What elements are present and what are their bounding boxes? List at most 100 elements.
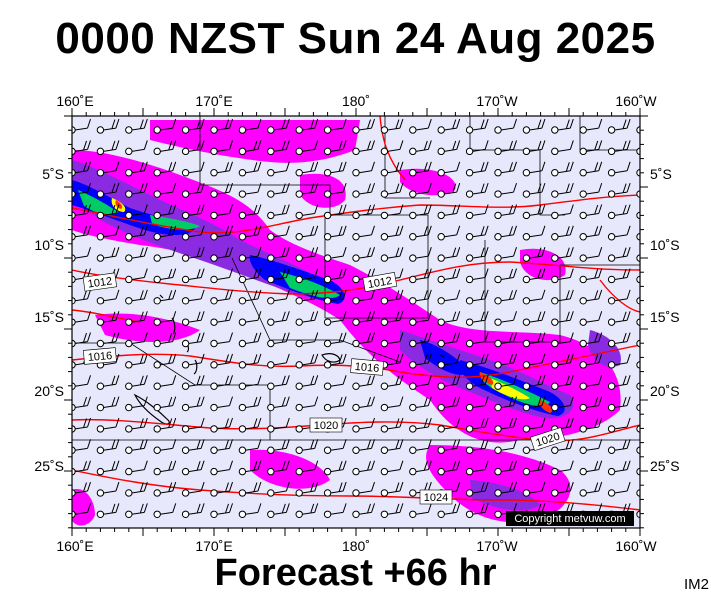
wind-barb	[96, 289, 120, 305]
lat-label: 20˚S	[650, 383, 680, 399]
wind-barb	[465, 460, 489, 476]
wind-barb	[181, 332, 205, 348]
wind-barb	[465, 140, 489, 156]
wind-barb	[551, 439, 574, 454]
wind-barb	[437, 353, 461, 369]
wind-barb	[323, 204, 347, 220]
wind-barb	[210, 375, 233, 390]
wind-barb	[380, 204, 404, 220]
wind-barb	[96, 481, 120, 497]
wind-barb	[380, 503, 404, 518]
wind-barb	[607, 225, 631, 241]
wind-barb	[267, 204, 290, 220]
wind-barb	[579, 460, 603, 476]
wind-barb	[153, 503, 177, 518]
wind-barb	[551, 332, 574, 348]
wind-barb	[267, 289, 290, 305]
wind-barb	[409, 503, 432, 518]
wind-barb	[494, 375, 517, 390]
wind-barb	[323, 247, 347, 262]
wind-barb	[551, 225, 574, 241]
wind-barb	[181, 460, 205, 476]
wind-barb	[465, 503, 489, 518]
wind-barb	[352, 481, 375, 497]
wind-barb	[153, 460, 177, 476]
wind-barb	[437, 118, 461, 134]
wind-barb	[323, 481, 347, 497]
wind-barb	[210, 332, 233, 348]
wind-barb	[125, 503, 148, 518]
wind-barb	[238, 481, 262, 497]
wind-barb	[295, 375, 319, 390]
wind-barb	[380, 311, 404, 326]
wind-barb	[522, 140, 546, 156]
wind-barb	[494, 311, 517, 326]
wind-barb	[579, 289, 603, 305]
wind-barb	[522, 311, 546, 326]
wind-barb	[181, 417, 205, 433]
wind-barb	[551, 353, 574, 369]
wind-barb	[295, 140, 319, 156]
wind-barb	[607, 204, 631, 220]
wind-barb	[579, 396, 603, 412]
wind-barb	[210, 268, 233, 284]
wind-barb	[494, 353, 517, 369]
wind-barb	[409, 289, 432, 305]
wind-barb	[267, 396, 290, 412]
wind-barb	[437, 396, 461, 412]
wind-barb	[437, 268, 461, 284]
wind-barb	[409, 182, 432, 198]
wind-barb	[409, 268, 432, 284]
wind-barb	[238, 161, 262, 177]
forecast-label: Forecast +66 hr	[214, 552, 497, 594]
wind-barb	[153, 118, 177, 134]
wind-barb	[125, 161, 148, 177]
wind-barb	[323, 332, 347, 348]
wind-barb	[267, 268, 290, 284]
wind-barb	[380, 289, 404, 305]
wind-barb	[238, 140, 262, 156]
wind-barb	[96, 161, 120, 177]
wind-barb	[607, 268, 631, 284]
wind-barb	[352, 396, 375, 412]
wind-barb	[380, 247, 404, 262]
wind-barb	[437, 182, 461, 198]
wind-barb	[380, 182, 404, 198]
wind-barb	[323, 268, 347, 284]
wind-barb	[210, 481, 233, 497]
wind-barb	[125, 332, 148, 348]
wind-barb	[522, 247, 546, 262]
wind-barb	[522, 289, 546, 305]
wind-barb	[210, 204, 233, 220]
wind-barb	[238, 417, 262, 433]
wind-barb	[551, 182, 574, 198]
wind-barb	[607, 460, 631, 476]
wind-barb	[579, 417, 603, 433]
wind-barb	[607, 439, 631, 454]
wind-barb	[607, 118, 631, 134]
wind-barb	[181, 481, 205, 497]
wind-barb	[352, 204, 375, 220]
wind-barb	[238, 353, 262, 369]
wind-barb	[409, 439, 432, 454]
wind-barb	[267, 140, 290, 156]
image-tag: IM2	[683, 576, 709, 593]
wind-barb	[238, 204, 262, 220]
wind-barb	[522, 417, 546, 433]
isobar-label: 1016	[87, 350, 112, 364]
wind-barb	[125, 140, 148, 156]
wind-barb	[465, 375, 489, 390]
wind-barb	[465, 332, 489, 348]
wind-barb	[295, 289, 319, 305]
wind-barb	[579, 140, 603, 156]
wind-barb	[267, 311, 290, 326]
wind-barb	[125, 375, 148, 390]
wind-barb	[522, 481, 546, 497]
wind-barb	[210, 396, 233, 412]
wind-barb	[295, 439, 319, 454]
wind-barb	[522, 353, 546, 369]
wind-barb	[238, 247, 262, 262]
wind-barb	[494, 289, 517, 305]
wind-barb	[437, 225, 461, 241]
